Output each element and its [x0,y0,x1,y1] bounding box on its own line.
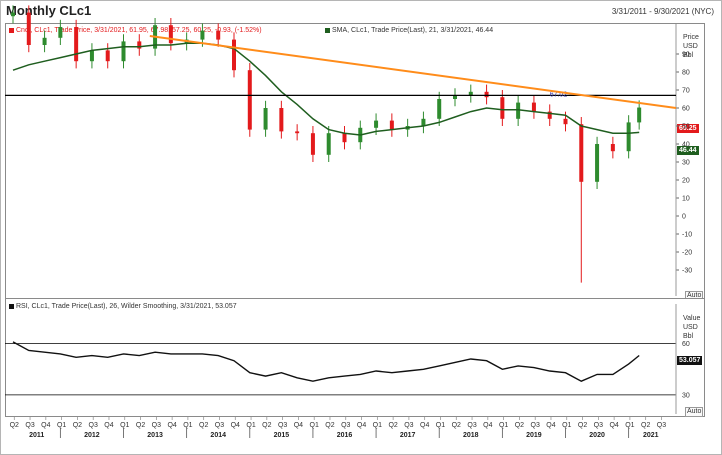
rsi-legend-text: RSI, CLc1, Trade Price(Last), 26, Wilder… [16,303,237,310]
axis-unit-line: Value [683,315,701,322]
axis-unit-line: Bbl [683,52,694,59]
axis-unit-line: USD [683,324,698,331]
candle-legend: Cndl, CLc1, Trade Price, 3/31/2021, 61.9… [9,27,262,34]
sma-legend-text: SMA, CLc1, Trade Price(Last), 21, 3/31/2… [332,27,494,34]
price-pane[interactable] [5,23,705,300]
chart-title: Monthly CLc1 [6,3,92,18]
rsi-axis-unit: Value USD Bbl [683,314,700,341]
rsi-pane[interactable] [5,298,705,417]
sma-legend-swatch [325,27,330,33]
price-axis-unit: Price USD Bbl [683,33,699,60]
rsi-legend: RSI, CLc1, Trade Price(Last), 26, Wilder… [9,303,237,310]
date-range: 3/31/2011 - 9/30/2021 (NYC) [611,7,714,16]
sma-value-badge: 46.44 [677,146,699,155]
axis-unit-line: Bbl [683,333,694,340]
rsi-value-badge: 53.057 [677,356,703,365]
axis-unit-line: USD [683,43,698,50]
sma-legend: SMA, CLc1, Trade Price(Last), 21, 3/31/2… [325,27,493,34]
candle-legend-text: Cndl, CLc1, Trade Price, 3/31/2021, 61.9… [16,27,262,34]
last-price-badge: 60.25 [677,124,699,133]
axis-unit-line: Price [683,34,699,41]
rsi-legend-swatch [9,303,14,309]
candle-legend-swatch [9,27,14,33]
rsi-auto-scale-button[interactable]: Auto [685,407,704,417]
